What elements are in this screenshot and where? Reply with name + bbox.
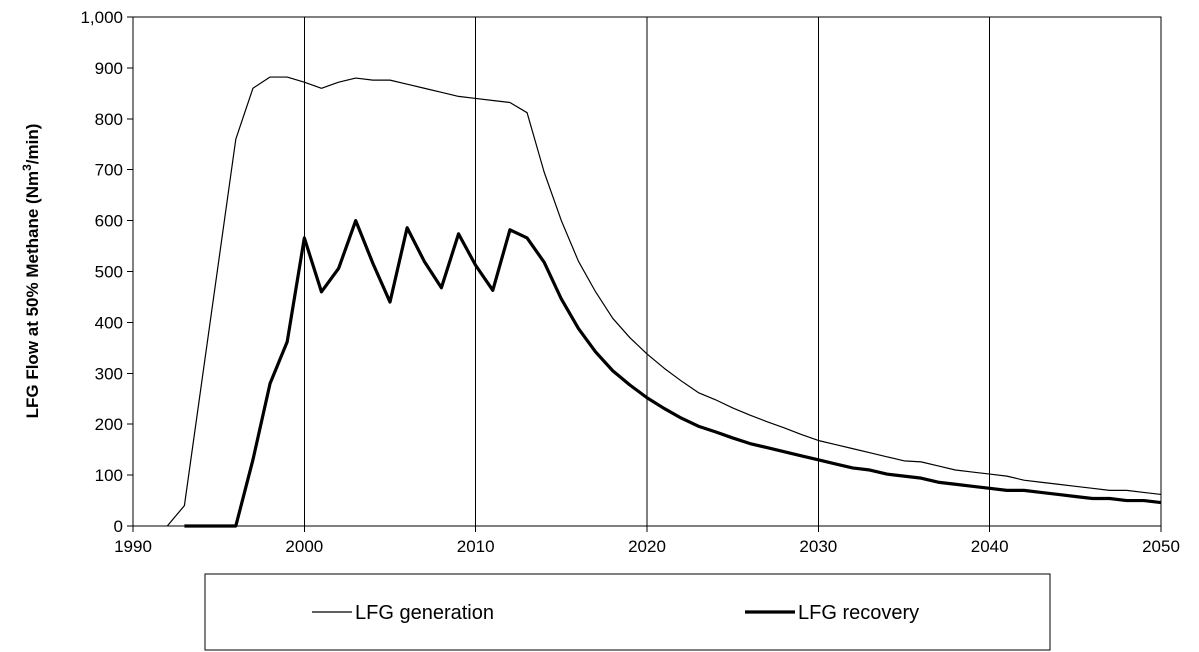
y-axis-title-group: LFG Flow at 50% Methane (Nm3/min) (20, 124, 42, 419)
y-tick-label: 200 (95, 415, 123, 434)
y-tick-label: 100 (95, 466, 123, 485)
legend-label-lfg-recovery: LFG recovery (798, 602, 919, 624)
y-tick-label: 600 (95, 212, 123, 231)
y-tick-label: 300 (95, 364, 123, 383)
y-tick-label: 0 (114, 517, 123, 536)
x-tick-label: 2030 (799, 537, 837, 556)
x-tick-label: 2050 (1142, 537, 1180, 556)
y-axis-title-superscript: 3 (20, 164, 34, 171)
legend-label-lfg-generation: LFG generation (355, 602, 494, 624)
series-line-lfg-generation (166, 76, 1162, 527)
plot-area: 0 100 200 300 400 500 600 700 800 900 1,000 1990 200… (80, 8, 1179, 556)
x-tick-label: 2040 (971, 537, 1009, 556)
y-axis-title: LFG Flow at 50% Methane (Nm3/min) (20, 124, 42, 419)
y-tick-label: 700 (95, 161, 123, 180)
y-tick-label: 1,000 (80, 8, 123, 27)
y-axis-title-end: /min) (23, 124, 42, 165)
series-line-lfg-recovery (184, 219, 1162, 528)
y-tick-label: 900 (95, 59, 123, 78)
x-tick-label: 2020 (628, 537, 666, 556)
y-tick-label: 500 (95, 263, 123, 282)
x-tick-label: 1990 (114, 537, 152, 556)
y-tick-label: 400 (95, 313, 123, 332)
y-axis-title-main: LFG Flow at 50% Methane (Nm (23, 171, 42, 418)
x-tick-label: 2000 (285, 537, 323, 556)
legend: LFG generation LFG recovery (204, 573, 1051, 651)
y-tick-label: 800 (95, 110, 123, 129)
x-tick-label: 2010 (457, 537, 495, 556)
